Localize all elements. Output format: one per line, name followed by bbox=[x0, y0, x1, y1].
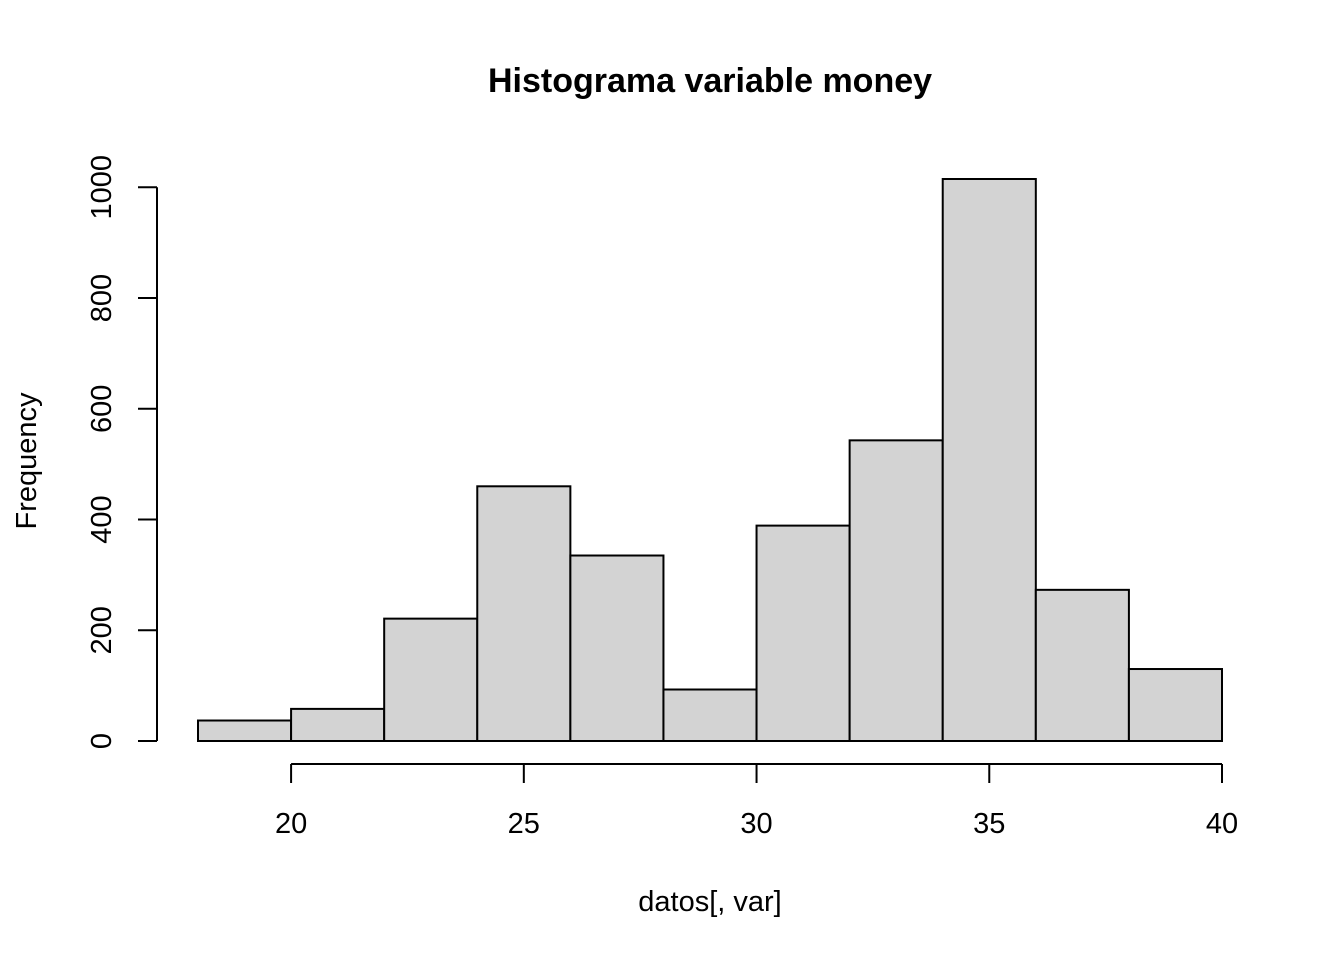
y-axis: 0 200 400 600 800 1000 bbox=[86, 155, 158, 749]
histogram-bar bbox=[1034, 588, 1130, 742]
y-tick-label: 600 bbox=[86, 385, 118, 433]
histogram-bar bbox=[383, 617, 479, 742]
histogram-bar bbox=[476, 485, 572, 743]
x-tick-label: 25 bbox=[508, 808, 540, 840]
y-tick-label: 800 bbox=[86, 274, 118, 322]
x-tick-label: 40 bbox=[1206, 808, 1238, 840]
y-tick-label: 1000 bbox=[86, 155, 118, 220]
histogram-bar bbox=[848, 439, 944, 742]
histogram-bar bbox=[569, 554, 665, 743]
histogram-bar bbox=[662, 688, 758, 743]
histogram-bar bbox=[290, 707, 386, 743]
x-axis: 20 25 30 35 40 bbox=[275, 763, 1238, 840]
x-tick-label: 20 bbox=[275, 808, 307, 840]
histogram-bar bbox=[197, 719, 293, 743]
histogram-bar bbox=[755, 524, 851, 742]
x-tick-label: 35 bbox=[973, 808, 1005, 840]
y-tick-label: 400 bbox=[86, 495, 118, 543]
histogram-bar bbox=[1127, 668, 1223, 743]
x-tick-label: 30 bbox=[740, 808, 772, 840]
y-tick-label: 200 bbox=[86, 606, 118, 654]
bars-group bbox=[197, 178, 1223, 743]
y-axis-label: Frequency bbox=[11, 392, 43, 530]
y-tick-label: 0 bbox=[86, 733, 118, 749]
histogram-bar bbox=[941, 178, 1037, 742]
chart-title: Histograma variable money bbox=[488, 62, 932, 100]
x-axis-label: datos[, var] bbox=[638, 886, 781, 918]
